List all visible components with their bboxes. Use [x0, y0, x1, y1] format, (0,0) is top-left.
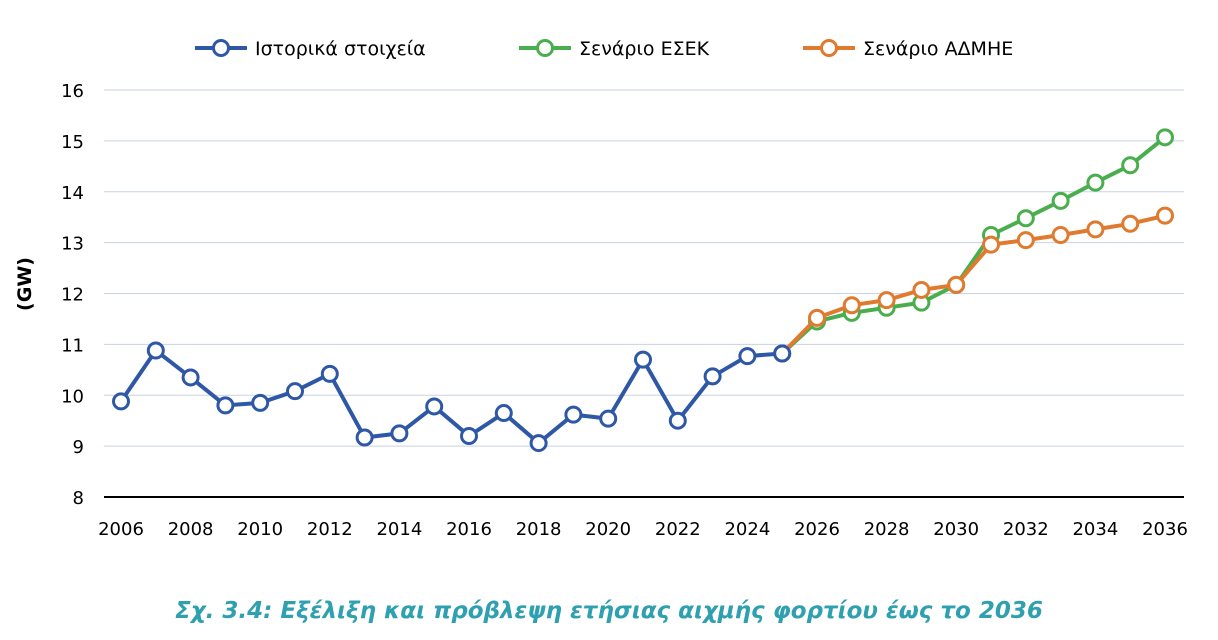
- x-tick-label: 2012: [307, 519, 353, 540]
- data-point: [460, 426, 478, 445]
- data-point: [912, 280, 931, 299]
- x-tick-label: 2034: [1072, 519, 1118, 540]
- x-tick-label: 2016: [446, 519, 492, 540]
- data-point: [842, 296, 861, 315]
- data-point: [947, 275, 966, 294]
- data-point: [1016, 231, 1035, 250]
- data-point: [181, 368, 200, 387]
- data-point: [1156, 206, 1174, 225]
- y-tick-label: 11: [61, 335, 84, 356]
- legend: Ιστορικά στοιχεία Σενάριο ΕΣΕΚ Σενάριο ΑΔΜ…: [195, 38, 1013, 60]
- x-tick-label: 2032: [1003, 519, 1049, 540]
- figure-caption: Σχ. 3.4: Εξέλιξη και πρόβλεψη ετήσιας αι…: [175, 598, 1043, 624]
- x-tick-label: 2010: [237, 519, 283, 540]
- x-tick-label: 2026: [794, 519, 840, 540]
- x-tick-label: 2024: [724, 519, 770, 540]
- y-tick-label: 12: [61, 285, 84, 306]
- data-point: [668, 411, 687, 430]
- data-point: [1121, 156, 1140, 175]
- x-tick-label: 2006: [98, 519, 144, 540]
- data-point: [112, 392, 130, 411]
- data-point: [146, 341, 165, 360]
- data-point: [390, 424, 409, 443]
- y-tick-label: 14: [61, 183, 84, 204]
- x-tick-label: 2008: [168, 519, 214, 540]
- data-point: [1156, 128, 1174, 147]
- data-point: [808, 308, 826, 327]
- line-chart: 8 9 10 11 12 13 14 15 16 2006 2008 2010 2012 2014 2016…: [14, 38, 1188, 540]
- data-point: [773, 344, 792, 363]
- axes: 8 9 10 11 12 13 14 15 16 2006 2008 2010 2012 2014 2016…: [61, 81, 1188, 540]
- data-point: [1121, 214, 1140, 233]
- data-point: [1051, 225, 1070, 244]
- data-point: [599, 409, 618, 428]
- data-point: [494, 404, 513, 423]
- gridlines: [104, 89, 1184, 447]
- y-tick-label: 16: [61, 81, 84, 102]
- x-tick-label: 2020: [585, 519, 631, 540]
- data-point: [286, 382, 304, 401]
- x-tick-label: 2014: [376, 519, 422, 540]
- x-tick-label: 2036: [1142, 519, 1188, 540]
- data-point: [1016, 209, 1035, 228]
- x-tick-label: 2030: [933, 519, 979, 540]
- legend-label: Σενάριο ΕΣΕΚ: [579, 38, 710, 60]
- y-tick-label: 8: [73, 488, 84, 509]
- data-point: [982, 235, 1000, 254]
- data-point: [564, 405, 583, 424]
- data-point: [738, 347, 757, 366]
- legend-swatch-marker: [820, 39, 838, 57]
- data-point: [529, 434, 548, 453]
- series-lines: [112, 128, 1174, 453]
- legend-swatch-marker: [212, 39, 230, 57]
- data-point: [1086, 220, 1105, 239]
- data-point: [320, 364, 339, 383]
- data-point: [634, 350, 652, 369]
- y-tick-label: 9: [73, 437, 84, 458]
- legend-label: Σενάριο ΑΔΜΗΕ: [863, 38, 1013, 60]
- series-line: [780, 135, 1167, 356]
- y-tick-label: 15: [61, 132, 84, 153]
- data-point: [1051, 191, 1070, 210]
- x-tick-label: 2028: [864, 519, 910, 540]
- data-point: [216, 396, 235, 415]
- y-tick-label: 13: [61, 234, 84, 255]
- y-axis-label: (GW): [14, 257, 36, 311]
- data-point: [703, 367, 722, 386]
- data-point: [251, 393, 270, 412]
- data-point: [1086, 173, 1105, 192]
- series-line: [119, 348, 785, 446]
- x-tick-label: 2018: [516, 519, 562, 540]
- x-tick-label: 2022: [655, 519, 701, 540]
- y-tick-label: 10: [61, 386, 84, 407]
- series-line: [780, 213, 1167, 356]
- legend-label: Ιστορικά στοιχεία: [255, 38, 426, 60]
- data-point: [355, 428, 374, 447]
- data-point: [877, 291, 896, 310]
- data-point: [425, 397, 444, 416]
- legend-swatch-marker: [536, 39, 554, 57]
